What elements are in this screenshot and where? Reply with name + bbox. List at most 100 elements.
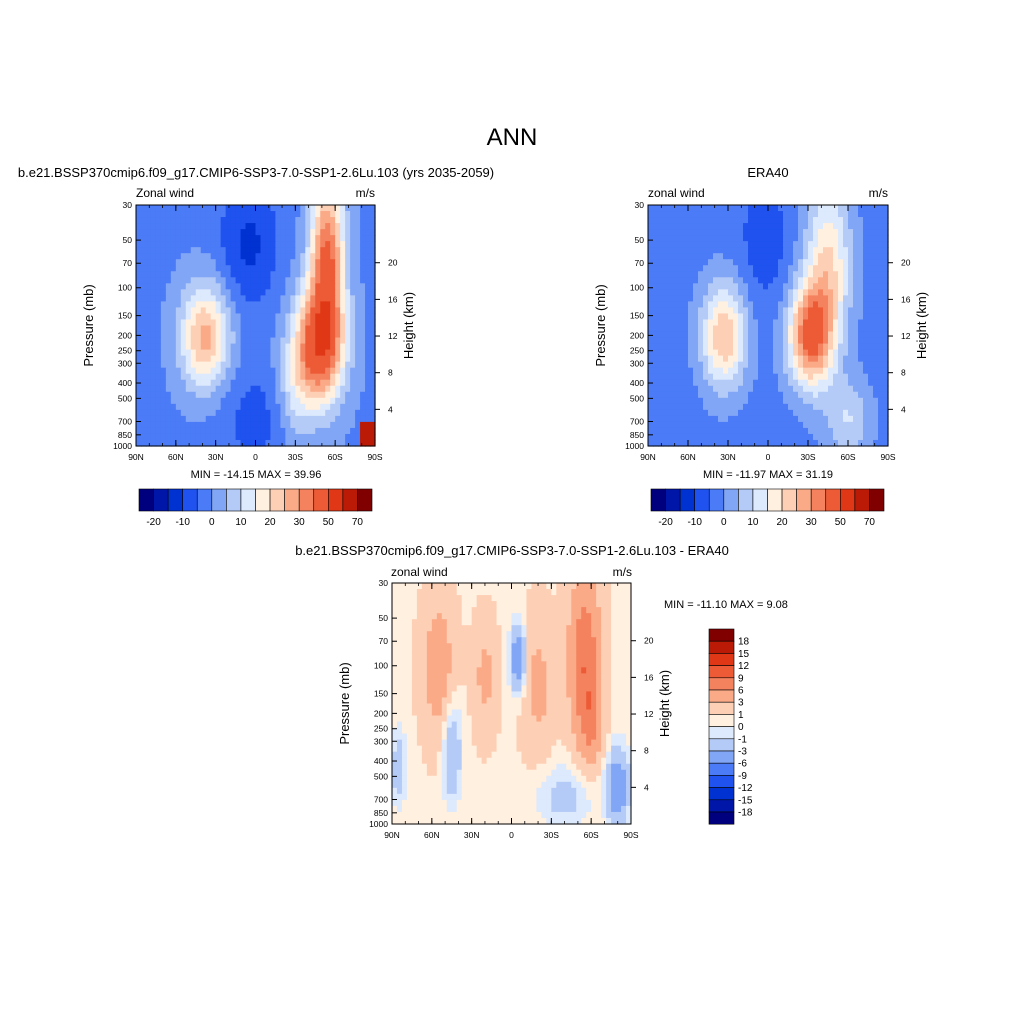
contour-cell <box>170 433 177 441</box>
contour-cell <box>883 325 889 333</box>
contour-cell <box>653 433 659 441</box>
contour-cell <box>838 385 844 393</box>
contour-cell <box>305 229 311 236</box>
contour-cell <box>275 265 281 272</box>
contour-cell <box>571 679 577 687</box>
contour-cell <box>290 397 296 405</box>
contour-cell <box>813 283 819 290</box>
contour-cell <box>823 307 829 315</box>
contour-cell <box>718 229 724 236</box>
contour-cell <box>270 385 277 393</box>
contour-cell <box>768 355 774 363</box>
contour-cell <box>788 313 794 321</box>
contour-cell <box>240 421 247 429</box>
contour-cell <box>758 295 764 303</box>
contour-cell <box>848 223 854 230</box>
contour-cell <box>250 295 257 303</box>
contour-cell <box>653 343 659 351</box>
contour-cell <box>878 319 884 327</box>
contour-cell <box>798 397 804 405</box>
contour-cell <box>340 421 346 429</box>
contour-cell <box>225 427 232 435</box>
contour-cell <box>350 385 356 393</box>
contour-cell <box>561 613 567 620</box>
contour-cell <box>878 205 884 212</box>
colorbar-swatch <box>226 488 242 512</box>
contour-cell <box>678 433 684 441</box>
contour-cell <box>340 271 346 278</box>
contour-cell <box>210 379 217 387</box>
pressure-tick-label: 1000 <box>113 441 132 451</box>
contour-cell <box>663 433 669 441</box>
contour-cell <box>476 643 483 650</box>
contour-cell <box>768 241 774 248</box>
contour-cell <box>653 295 659 303</box>
contour-cell <box>190 205 197 212</box>
contour-cell <box>446 661 453 668</box>
contour-cell <box>270 307 277 315</box>
contour-cell <box>290 289 296 296</box>
contour-cell <box>541 601 547 608</box>
contour-cell <box>788 337 794 345</box>
contour-cell <box>561 589 567 596</box>
pressure-tick-label: 30 <box>635 200 645 210</box>
units-label: m/s <box>869 186 888 200</box>
contour-cell <box>511 655 518 662</box>
contour-cell <box>703 427 709 435</box>
contour-cell <box>210 331 217 339</box>
contour-cell <box>275 241 281 248</box>
contour-cell <box>240 259 247 266</box>
contour-cell <box>693 367 699 375</box>
contour-cell <box>878 277 884 284</box>
contour-cell <box>451 631 458 638</box>
contour-cell <box>170 427 177 435</box>
contour-cell <box>392 679 398 687</box>
contour-cell <box>818 235 824 242</box>
contour-cell <box>255 301 262 309</box>
contour-cell <box>370 361 376 369</box>
contour-cell <box>421 595 428 602</box>
contour-cell <box>255 379 262 387</box>
contour-cell <box>265 379 272 387</box>
contour-cell <box>688 247 694 254</box>
contour-cell <box>783 265 789 272</box>
contour-cell <box>883 409 889 417</box>
contour-cell <box>245 343 252 351</box>
contour-cell <box>863 337 869 345</box>
contour-cell <box>195 295 202 303</box>
contour-cell <box>270 205 277 212</box>
contour-cell <box>365 427 371 435</box>
contour-cell <box>215 385 222 393</box>
contour-cell <box>506 637 513 644</box>
contour-cell <box>235 349 242 357</box>
contour-cell <box>255 421 262 429</box>
contour-cell <box>230 427 237 435</box>
contour-cell <box>556 655 562 662</box>
contour-cell <box>215 349 222 357</box>
contour-cell <box>240 229 247 236</box>
contour-cell <box>185 427 192 435</box>
contour-cell <box>136 391 142 399</box>
contour-cell <box>748 253 754 260</box>
contour-cell <box>698 439 704 447</box>
contour-cell <box>185 247 192 254</box>
contour-cell <box>541 655 547 662</box>
contour-cell <box>813 433 819 441</box>
contour-cell <box>290 253 296 260</box>
contour-cell <box>663 229 669 236</box>
contour-cell <box>501 661 508 668</box>
contour-cell <box>446 607 453 614</box>
contour-cell <box>808 349 814 357</box>
contour-cell <box>793 439 799 447</box>
contour-cell <box>220 307 227 315</box>
contour-cell <box>190 295 197 303</box>
contour-cell <box>733 367 739 375</box>
contour-cell <box>606 637 612 644</box>
contour-cell <box>858 259 864 266</box>
contour-cell <box>355 313 361 321</box>
contour-cell <box>275 235 281 242</box>
contour-cell <box>350 367 356 375</box>
contour-cell <box>708 301 714 309</box>
contour-cell <box>285 223 291 230</box>
contour-cell <box>280 403 286 411</box>
